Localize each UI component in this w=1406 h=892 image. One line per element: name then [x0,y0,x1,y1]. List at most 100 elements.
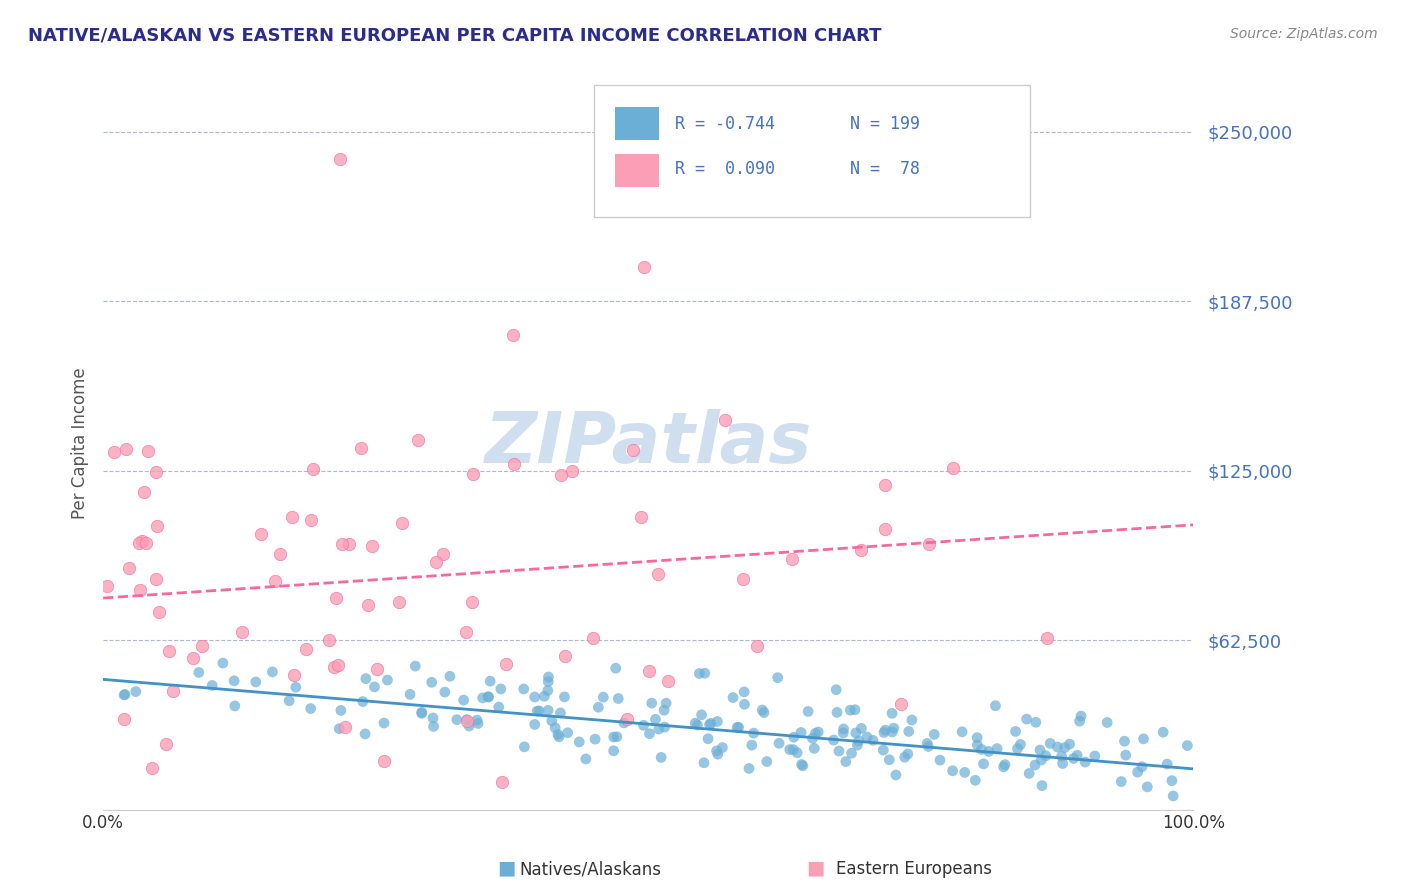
Text: NATIVE/ALASKAN VS EASTERN EUROPEAN PER CAPITA INCOME CORRELATION CHART: NATIVE/ALASKAN VS EASTERN EUROPEAN PER C… [28,27,882,45]
Natives/Alaskans [986,741,1008,756]
Natives/Alaskans [1046,739,1069,754]
Natives/Alaskans [851,722,873,736]
Eastern Europeans [657,674,679,689]
Natives/Alaskans [523,690,546,704]
Eastern Europeans [616,712,638,726]
Natives/Alaskans [1029,743,1052,757]
Natives/Alaskans [422,711,444,725]
Natives/Alaskans [1115,748,1137,763]
Eastern Europeans [582,632,605,646]
Natives/Alaskans [897,747,920,761]
Eastern Europeans [191,640,214,654]
Natives/Alaskans [433,685,456,699]
Eastern Europeans [269,547,291,561]
Natives/Alaskans [439,669,461,683]
Natives/Alaskans [1035,748,1057,763]
Eastern Europeans [918,537,941,551]
Text: R = -0.744: R = -0.744 [675,114,776,133]
Natives/Alaskans [846,738,869,752]
Natives/Alaskans [278,694,301,708]
Natives/Alaskans [835,755,858,769]
Natives/Alaskans [797,705,820,719]
Natives/Alaskans [693,756,716,770]
Natives/Alaskans [553,690,575,704]
Natives/Alaskans [721,690,744,705]
Natives/Alaskans [693,666,716,681]
Eastern Europeans [146,519,169,533]
Eastern Europeans [155,738,177,752]
Natives/Alaskans [1007,741,1029,756]
Text: R =  0.090: R = 0.090 [675,160,776,178]
Natives/Alaskans [706,747,728,762]
Eastern Europeans [637,664,659,678]
Natives/Alaskans [699,718,721,732]
Natives/Alaskans [329,703,352,717]
Natives/Alaskans [993,760,1015,774]
Natives/Alaskans [1018,766,1040,780]
Text: N = 199: N = 199 [849,114,920,133]
Natives/Alaskans [404,659,426,673]
Eastern Europeans [391,516,413,531]
Natives/Alaskans [125,684,148,698]
Natives/Alaskans [1024,758,1046,772]
Natives/Alaskans [1004,724,1026,739]
Eastern Europeans [461,595,484,609]
Natives/Alaskans [422,719,444,733]
Eastern Europeans [162,684,184,698]
Natives/Alaskans [875,723,897,738]
Eastern Europeans [361,539,384,553]
Natives/Alaskans [523,717,546,731]
Eastern Europeans [745,639,768,653]
Natives/Alaskans [212,656,235,670]
Natives/Alaskans [1136,780,1159,794]
Eastern Europeans [181,651,204,665]
Text: ■: ■ [496,858,516,877]
Natives/Alaskans [550,706,572,720]
Eastern Europeans [145,572,167,586]
Eastern Europeans [630,510,652,524]
Natives/Alaskans [897,724,920,739]
Natives/Alaskans [544,721,567,735]
Natives/Alaskans [688,666,710,681]
Natives/Alaskans [1132,731,1154,746]
Eastern Europeans [329,152,352,166]
Natives/Alaskans [1177,739,1199,753]
Eastern Europeans [302,462,325,476]
Natives/Alaskans [801,731,824,746]
Natives/Alaskans [1031,753,1053,767]
Natives/Alaskans [224,698,246,713]
Natives/Alaskans [607,691,630,706]
Eastern Europeans [129,582,152,597]
Eastern Europeans [491,775,513,789]
Eastern Europeans [333,720,356,734]
Natives/Alaskans [644,712,666,726]
Eastern Europeans [148,605,170,619]
Natives/Alaskans [873,725,896,739]
Natives/Alaskans [929,753,952,767]
Natives/Alaskans [741,738,763,752]
Eastern Europeans [503,457,526,471]
Natives/Alaskans [605,661,627,675]
Natives/Alaskans [592,690,614,705]
Natives/Alaskans [1152,725,1174,739]
Eastern Europeans [96,579,118,593]
Natives/Alaskans [638,726,661,740]
Text: Eastern Europeans: Eastern Europeans [837,860,991,878]
Natives/Alaskans [575,752,598,766]
Natives/Alaskans [1084,749,1107,764]
Natives/Alaskans [114,688,136,702]
Natives/Alaskans [685,716,707,731]
Natives/Alaskans [973,756,995,771]
Eastern Europeans [322,659,344,673]
FancyBboxPatch shape [593,85,1029,217]
Natives/Alaskans [262,665,284,679]
Eastern Europeans [141,761,163,775]
Natives/Alaskans [1066,748,1088,763]
Eastern Europeans [280,509,302,524]
Eastern Europeans [554,648,576,663]
Eastern Europeans [299,512,322,526]
Eastern Europeans [733,572,755,586]
Eastern Europeans [425,556,447,570]
Eastern Europeans [103,444,125,458]
Natives/Alaskans [352,695,374,709]
